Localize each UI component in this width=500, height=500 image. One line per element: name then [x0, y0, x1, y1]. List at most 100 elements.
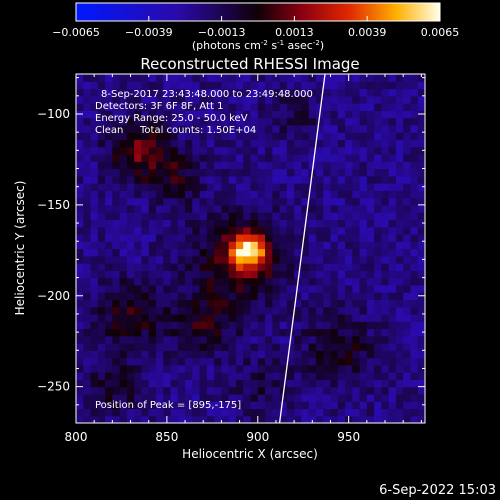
heatmap-cell	[112, 328, 121, 337]
heatmap-cell	[228, 343, 237, 351]
heatmap-cell	[170, 88, 179, 97]
heatmap-cell	[170, 168, 179, 177]
heatmap-cell	[112, 393, 121, 402]
heatmap-cell	[199, 306, 208, 315]
heatmap-cell	[265, 386, 273, 395]
heatmap-cell	[345, 124, 353, 133]
heatmap-cell	[206, 299, 215, 308]
heatmap-cell	[279, 212, 288, 221]
heatmap-cell	[286, 379, 295, 388]
heatmap-cell	[359, 132, 368, 141]
heatmap-cell	[170, 263, 179, 271]
heatmap-cell	[221, 233, 230, 242]
heatmap-cell	[148, 204, 157, 213]
heatmap-cell	[141, 88, 150, 97]
heatmap-cell	[155, 190, 164, 199]
heatmap-cell	[119, 350, 128, 359]
heatmap-cell	[228, 408, 237, 417]
heatmap-cell	[366, 292, 375, 300]
heatmap-cell	[83, 88, 92, 97]
heatmap-cell	[105, 284, 113, 293]
heatmap-cell	[257, 372, 266, 380]
heatmap-cell	[388, 284, 397, 293]
heatmap-cell	[163, 401, 172, 410]
heatmap-cell	[105, 379, 113, 388]
heatmap-cell	[214, 117, 223, 126]
heatmap-cell	[388, 335, 397, 344]
heatmap-cell	[221, 117, 230, 126]
heatmap-cell	[323, 401, 332, 410]
heatmap-cell	[134, 204, 143, 213]
heatmap-cell	[359, 364, 368, 373]
heatmap-cell	[235, 197, 244, 206]
heatmap-cell	[141, 386, 150, 395]
heatmap-cell	[206, 110, 215, 119]
heatmap-cell	[403, 161, 412, 170]
heatmap-cell	[286, 386, 295, 395]
heatmap-cell	[250, 88, 259, 97]
heatmap-cell	[97, 132, 106, 141]
heatmap-cell	[315, 175, 324, 184]
heatmap-cell	[417, 233, 425, 242]
heatmap-cell	[286, 241, 295, 250]
heatmap-cell	[359, 277, 368, 286]
heatmap-cell	[286, 321, 295, 330]
heatmap-cell	[192, 408, 201, 417]
heatmap-cell	[148, 95, 157, 104]
heatmap-cell	[199, 299, 208, 308]
heatmap-cell	[257, 241, 266, 250]
heatmap-cell	[359, 328, 368, 337]
heatmap-cell	[170, 401, 179, 410]
heatmap-cell	[265, 204, 273, 213]
heatmap-cell	[228, 270, 237, 279]
heatmap-cell	[286, 197, 295, 206]
heatmap-cell	[308, 212, 317, 221]
heatmap-cell	[170, 226, 179, 235]
heatmap-cell	[308, 408, 317, 417]
heatmap-cell	[141, 132, 150, 141]
heatmap-cell	[337, 263, 346, 271]
heatmap-cell	[374, 277, 382, 286]
heatmap-cell	[76, 81, 84, 90]
heatmap-cell	[272, 81, 281, 90]
heatmap-cell	[279, 241, 288, 250]
heatmap-cell	[308, 263, 317, 271]
heatmap-cell	[366, 255, 375, 264]
heatmap-cell	[177, 401, 186, 410]
heatmap-cell	[308, 204, 317, 213]
heatmap-cell	[381, 284, 390, 293]
heatmap-cell	[279, 183, 288, 191]
heatmap-cell	[395, 103, 404, 111]
heatmap-cell	[366, 408, 375, 417]
heatmap-cell	[381, 183, 390, 191]
heatmap-cell	[90, 204, 99, 213]
heatmap-cell	[352, 401, 361, 410]
heatmap-cell	[337, 328, 346, 337]
heatmap-cell	[323, 350, 332, 359]
heatmap-cell	[235, 401, 244, 410]
heatmap-cell	[403, 95, 412, 104]
heatmap-cell	[148, 306, 157, 315]
heatmap-cell	[323, 175, 332, 184]
heatmap-cell	[366, 233, 375, 242]
heatmap-cell	[155, 146, 164, 155]
heatmap-cell	[148, 197, 157, 206]
heatmap-cell	[112, 153, 121, 162]
heatmap-cell	[315, 190, 324, 199]
heatmap-cell	[272, 343, 281, 351]
heatmap-cell	[214, 139, 223, 148]
heatmap-cell	[315, 241, 324, 250]
heatmap-cell	[97, 350, 106, 359]
heatmap-cell	[395, 321, 404, 330]
heatmap-cell	[221, 88, 230, 97]
heatmap-cell	[141, 313, 150, 322]
heatmap-cell	[330, 175, 339, 184]
heatmap-cell	[279, 190, 288, 199]
heatmap-cell	[395, 212, 404, 221]
heatmap-cell	[323, 161, 332, 170]
heatmap-cell	[301, 248, 310, 257]
heatmap-cell	[323, 379, 332, 388]
heatmap-cell	[134, 212, 143, 221]
heatmap-cell	[76, 161, 84, 170]
heatmap-cell	[112, 103, 121, 111]
